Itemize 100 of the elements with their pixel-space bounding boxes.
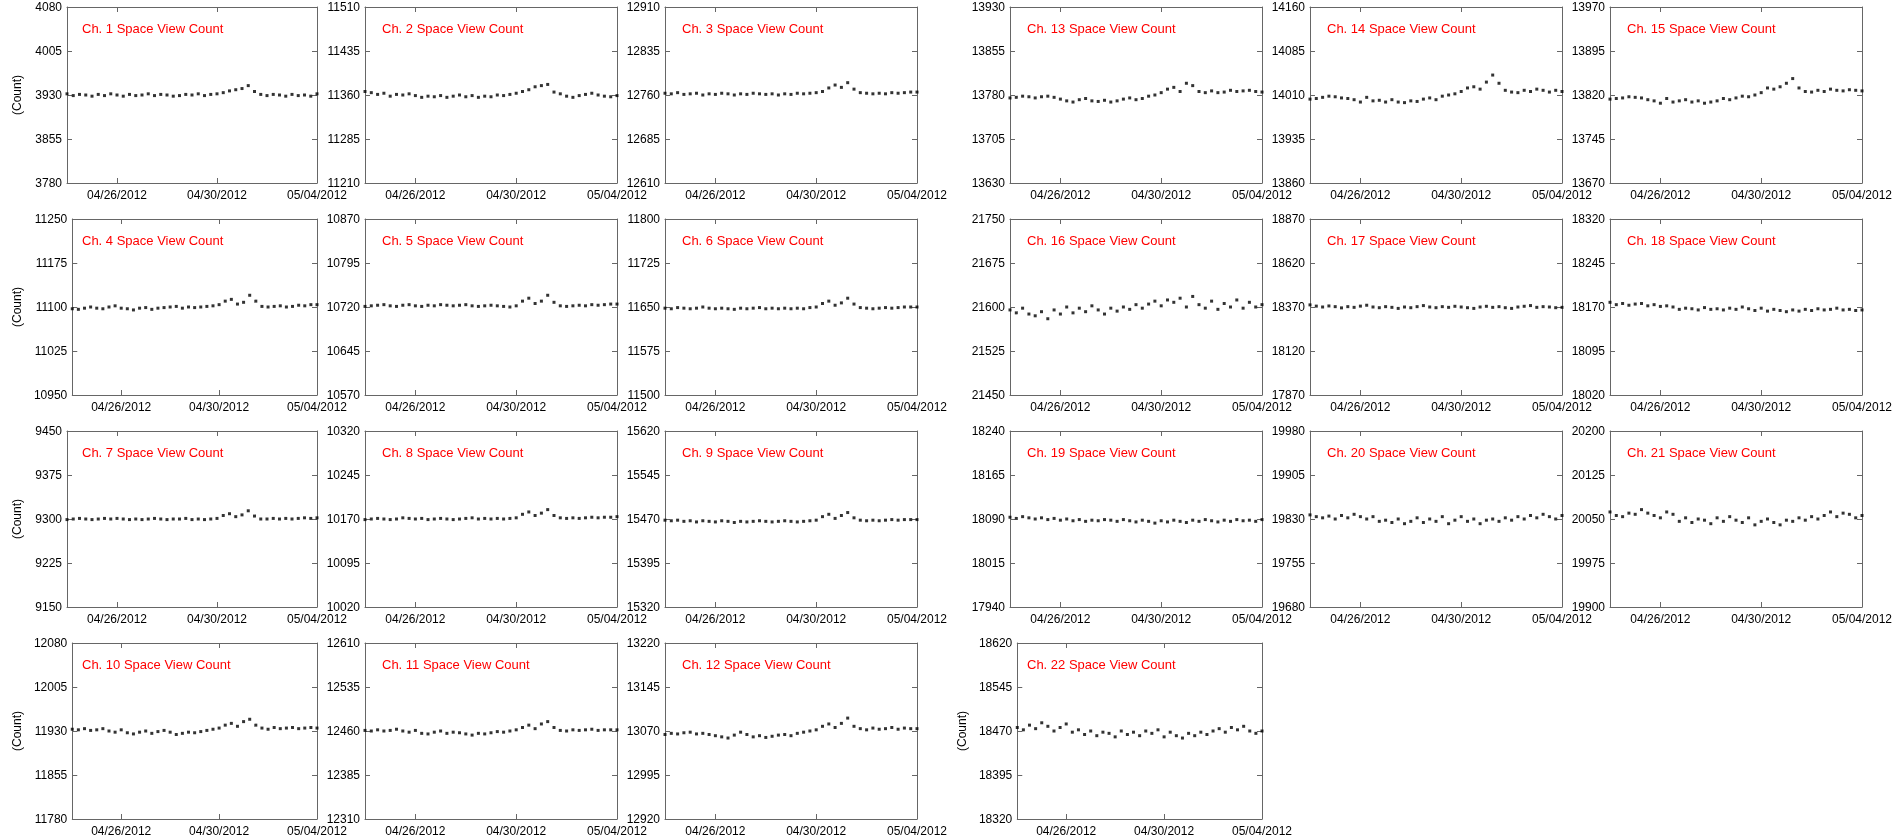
point	[1614, 513, 1618, 517]
point	[1140, 97, 1144, 101]
point	[1415, 516, 1419, 520]
point	[1690, 521, 1694, 525]
y-tick-label: 19900	[1571, 600, 1606, 614]
point	[1121, 305, 1125, 309]
point	[1784, 518, 1788, 522]
y-tick-label: 21675	[971, 256, 1006, 270]
point	[205, 728, 209, 732]
point	[783, 733, 787, 737]
point	[546, 82, 550, 86]
point	[558, 304, 562, 308]
point	[514, 516, 518, 520]
y-tick-label: 9300	[35, 512, 63, 526]
x-tick-label: 05/04/2012	[286, 188, 348, 202]
point	[852, 516, 856, 520]
point	[1365, 95, 1369, 99]
point	[1459, 515, 1463, 519]
point	[871, 518, 875, 522]
point	[1236, 728, 1240, 732]
point	[439, 303, 443, 307]
point	[1260, 518, 1264, 522]
point	[1314, 97, 1318, 101]
point	[1684, 306, 1688, 310]
text: Ch. 22 Space View Count	[1027, 657, 1177, 672]
point	[1077, 306, 1081, 310]
point	[363, 304, 367, 308]
x-tick-label: 04/26/2012	[385, 400, 446, 414]
point	[413, 304, 417, 308]
point	[915, 518, 919, 522]
point	[1734, 518, 1738, 522]
point	[1847, 512, 1851, 516]
point	[1027, 95, 1031, 99]
point	[1096, 99, 1100, 103]
point	[1077, 98, 1081, 102]
point	[1191, 294, 1195, 298]
point	[1772, 307, 1776, 311]
point	[1052, 308, 1056, 312]
point	[1516, 515, 1520, 519]
point	[382, 303, 386, 307]
point	[814, 305, 818, 309]
point	[565, 516, 569, 520]
point	[1371, 515, 1375, 519]
point	[1222, 90, 1226, 94]
point	[909, 518, 913, 522]
point	[1071, 100, 1075, 104]
point	[144, 729, 148, 733]
y-tick-label: 19980	[1271, 424, 1306, 438]
point	[1352, 512, 1356, 516]
point	[1753, 93, 1757, 97]
point	[260, 726, 264, 730]
point	[764, 519, 768, 523]
point	[70, 307, 74, 311]
y-tick-label: 12835	[626, 44, 661, 58]
point	[180, 731, 184, 735]
point	[758, 306, 761, 310]
point	[376, 92, 380, 96]
point	[720, 306, 724, 310]
point	[121, 94, 125, 98]
point	[739, 92, 743, 96]
x-tick-label: 04/30/2012	[786, 400, 847, 414]
point	[1340, 96, 1343, 100]
point	[713, 92, 717, 96]
y-tick-label: 14010	[1271, 88, 1306, 102]
point	[1184, 521, 1188, 525]
point	[596, 93, 600, 97]
y-tick-label: 19755	[1271, 556, 1306, 570]
point	[1096, 519, 1100, 523]
point	[688, 730, 692, 734]
point	[476, 731, 480, 735]
point	[193, 731, 197, 735]
point	[783, 519, 787, 523]
point	[871, 726, 875, 730]
point	[65, 518, 69, 522]
x-tick-label: 05/04/2012	[1531, 612, 1593, 626]
y-tick-label: 18395	[978, 768, 1013, 782]
point	[363, 89, 367, 93]
x-tick-label: 05/04/2012	[886, 400, 948, 414]
point	[1816, 307, 1820, 311]
point	[663, 733, 667, 737]
point	[168, 730, 172, 734]
y-tick-label: 12080	[33, 636, 68, 650]
point	[211, 727, 215, 731]
y-tick-label: 19830	[1271, 512, 1306, 526]
point	[596, 516, 600, 520]
point	[1166, 87, 1169, 91]
x-tick-label: 05/04/2012	[1231, 188, 1293, 202]
point	[1015, 725, 1019, 729]
point	[1103, 312, 1106, 316]
point	[439, 516, 443, 520]
point	[1797, 516, 1801, 520]
point	[1854, 309, 1858, 313]
point	[1684, 98, 1688, 102]
point	[1184, 305, 1188, 309]
y-tick-label: 10645	[326, 344, 361, 358]
point	[483, 94, 487, 98]
point	[558, 728, 562, 732]
y-tick-label: 12610	[326, 636, 361, 650]
point	[1434, 98, 1438, 102]
point	[1472, 517, 1476, 521]
